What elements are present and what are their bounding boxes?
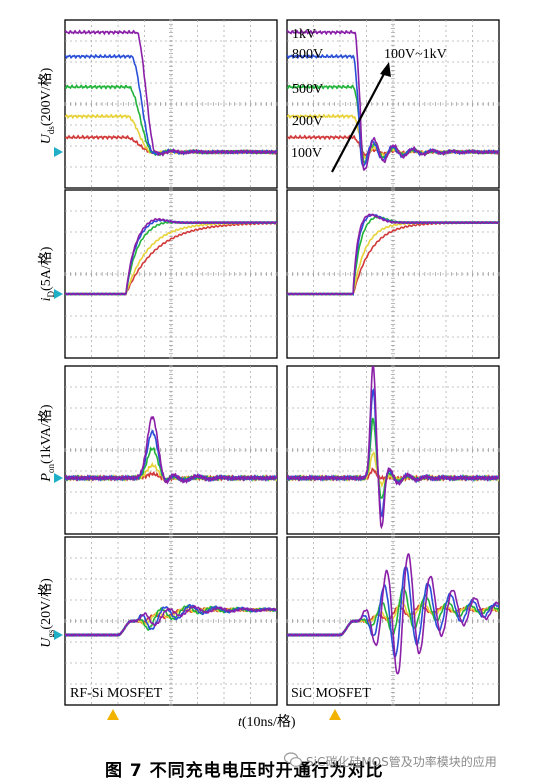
voltage-label-200V: 200V xyxy=(292,114,323,129)
panel-Ugs-left xyxy=(64,536,278,706)
panel-iD-left xyxy=(64,189,278,359)
panel-iD-right xyxy=(286,189,500,359)
trace-1kV xyxy=(65,605,277,637)
voltage-label-800V: 800V xyxy=(292,47,323,62)
ref-marker-pon xyxy=(54,473,63,483)
annotation-label: 100V~1kV xyxy=(384,47,447,62)
trace-1kV xyxy=(287,29,499,171)
ylabel-ugs: Ugs(20V/格) xyxy=(39,578,56,648)
panel-label-left: RF-Si MOSFET xyxy=(70,686,163,701)
trigger-marker-right xyxy=(329,709,341,720)
wechat-icon xyxy=(284,752,302,767)
panel-Pon-left xyxy=(64,365,278,535)
panel-Uds-right xyxy=(286,19,500,189)
trace-1kV xyxy=(287,213,499,296)
ylabel-pon: Pon(1kVA/格) xyxy=(39,404,56,482)
trace-800V xyxy=(65,603,277,637)
ref-marker-ugs xyxy=(54,630,63,640)
panel-label-right: SiC MOSFET xyxy=(291,686,371,701)
arrow-annotation: 100V~1kV xyxy=(331,47,447,173)
panel-Uds-left xyxy=(64,19,278,189)
voltage-label-500V: 500V xyxy=(292,82,323,97)
voltage-label-100V: 100V xyxy=(291,146,322,161)
figure-caption: 图 7 不同充电电压时开通行为对比 xyxy=(105,761,384,781)
trace-1kV xyxy=(287,552,499,675)
x-axis-label: t(10ns/格) xyxy=(238,715,296,730)
trace-1kV xyxy=(65,29,277,157)
voltage-label-1kV: 1kV xyxy=(292,27,316,42)
trigger-marker-left xyxy=(107,709,119,720)
voltage-labels: 1kV 800V 500V 200V 100V xyxy=(291,27,323,161)
ref-marker-id xyxy=(54,289,63,299)
trace-1kV xyxy=(65,217,277,296)
trace-1kV xyxy=(287,366,499,530)
ref-marker-uds xyxy=(54,147,63,157)
scope-panels xyxy=(64,19,500,706)
trace-1kV xyxy=(65,415,277,485)
ylabel-id: iD(5A/格) xyxy=(39,246,56,302)
trace-800V xyxy=(287,566,499,659)
panel-Ugs-right xyxy=(286,536,500,706)
watermark-text: SiC碳化硅MOS管及功率模块的应用 xyxy=(306,755,497,769)
ylabel-uds: Uds(200V/格) xyxy=(39,67,56,145)
panel-Pon-right xyxy=(286,365,500,535)
